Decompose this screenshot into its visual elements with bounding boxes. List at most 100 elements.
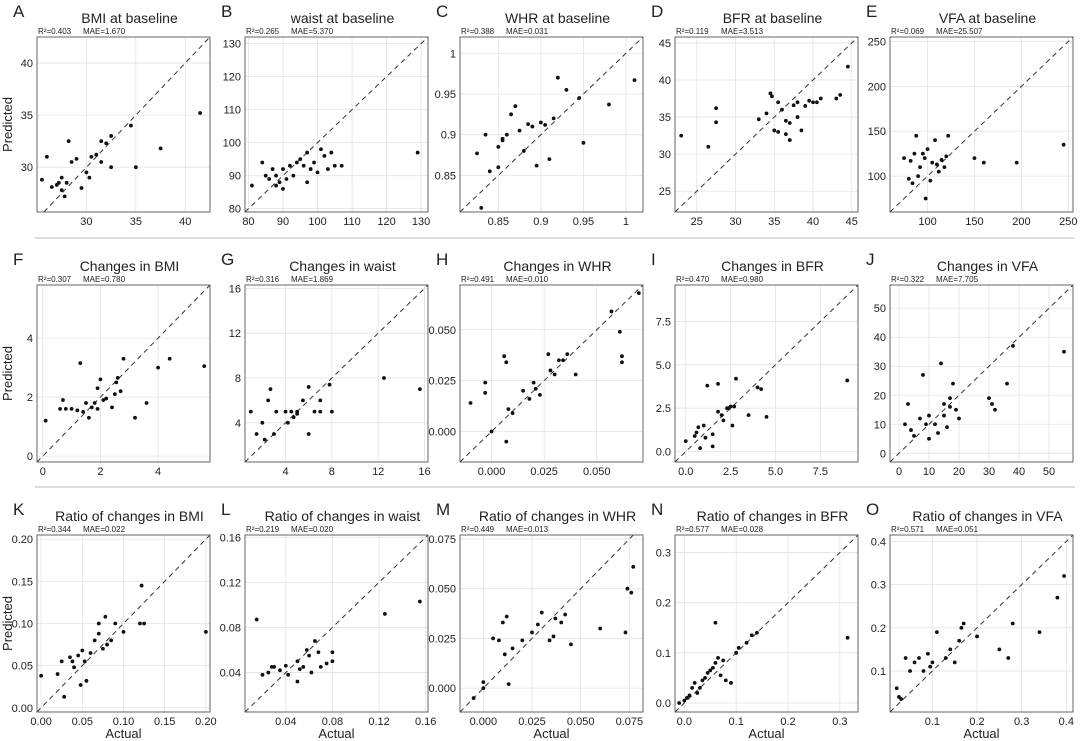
chart-f-point-11 — [92, 401, 97, 405]
chart-n-point-10 — [705, 670, 710, 675]
chart-f-point-14 — [98, 377, 103, 382]
chart-e-point-9 — [922, 156, 927, 161]
chart-k-point-17 — [103, 614, 108, 619]
chart-i-mae-stat: MAE=0.980 — [721, 275, 764, 284]
chart-d-point-17 — [795, 100, 800, 105]
chart-o-point-21 — [1010, 621, 1015, 626]
chart-e-point-6 — [916, 174, 921, 179]
chart-h-point-22 — [617, 329, 622, 334]
chart-e-point-8 — [920, 151, 925, 156]
chart-a-point-9 — [69, 160, 74, 164]
chart-j-xtick-label-1: 10 — [923, 466, 935, 478]
chart-h-point-5 — [504, 360, 509, 365]
chart-c-point-14 — [530, 124, 535, 129]
chart-g-point-20 — [327, 382, 332, 387]
chart-o-xtick-label-3: 0.4 — [1059, 716, 1074, 728]
chart-d-xtick-label-2: 35 — [768, 216, 780, 228]
chart-l-title: Ratio of changes in waist — [265, 508, 421, 524]
chart-k-point-16 — [101, 646, 105, 651]
chart-e-xtick-label-1: 150 — [965, 216, 983, 228]
chart-n-point-22 — [749, 633, 754, 638]
chart-n-point-2 — [685, 696, 689, 700]
chart-j-point-5 — [921, 373, 925, 377]
chart-a-point-20 — [109, 134, 114, 138]
chart-d-point-0 — [679, 133, 684, 138]
chart-g-xtick-label-2: 12 — [372, 466, 384, 478]
chart-k-point-23 — [139, 583, 144, 588]
chart-o-ytick-label-0: 0.1 — [871, 666, 886, 678]
chart-e-point-4 — [912, 151, 917, 156]
chart-d-point-23 — [815, 100, 819, 105]
chart-f-panel-letter: F — [13, 250, 23, 269]
chart-j-point-0 — [903, 422, 907, 427]
chart-c-identity-line — [459, 36, 644, 213]
chart-d-point-12 — [783, 118, 788, 123]
chart-k-point-6 — [72, 665, 76, 670]
chart-k-point-15 — [96, 621, 101, 626]
chart-k-xlabel: Actual — [105, 726, 141, 741]
chart-m-point-6 — [502, 652, 507, 657]
chart-d-ytick-label-1: 30 — [659, 149, 671, 161]
chart-e-point-5 — [914, 133, 919, 138]
chart-e-point-1 — [906, 176, 911, 181]
chart-n-ytick-label-3: 0.3 — [656, 548, 671, 560]
chart-a-point-22 — [129, 123, 133, 128]
chart-l-point-9 — [295, 679, 300, 684]
chart-f-mae-stat: MAE=0.780 — [83, 275, 126, 284]
chart-l-point-16 — [316, 650, 321, 655]
chart-g-point-3 — [262, 437, 267, 442]
chart-o-xtick-label-2: 0.3 — [1014, 716, 1029, 728]
chart-o-mae-stat: MAE=0.051 — [936, 525, 979, 534]
chart-m-point-18 — [563, 612, 568, 617]
chart-g-point-2 — [260, 420, 265, 425]
chart-j-point-7 — [927, 413, 931, 418]
chart-n-point-7 — [697, 686, 702, 690]
chart-k-mae-stat: MAE=0.022 — [83, 525, 126, 534]
chart-f-point-15 — [101, 398, 106, 402]
chart-b-point-7 — [277, 180, 282, 185]
chart-l-point-12 — [304, 648, 309, 652]
chart-d-point-22 — [811, 100, 815, 105]
chart-e-point-24 — [1061, 142, 1066, 147]
chart-m-identity-line — [459, 534, 634, 713]
chart-k-ytick-label-3: 0.15 — [12, 576, 33, 588]
chart-m-ytick-label-3: 0.075 — [428, 534, 456, 546]
chart-n-xtick-label-1: 0.1 — [729, 716, 744, 728]
chart-o-point-10 — [930, 660, 935, 665]
chart-n-title: Ratio of changes in BFR — [697, 508, 849, 524]
chart-j-point-1 — [906, 402, 910, 406]
chart-d-plot-frame — [674, 36, 859, 213]
chart-j-point-8 — [927, 436, 931, 441]
chart-k-xtick-label-1: 0.05 — [72, 716, 93, 728]
chart-j-title: Changes in VFA — [937, 258, 1039, 274]
chart-n-point-8 — [700, 678, 705, 683]
chart-k-point-10 — [82, 659, 87, 664]
chart-l-point-20 — [330, 650, 335, 655]
chart-o-point-20 — [1006, 656, 1011, 660]
chart-b-identity-line — [244, 36, 429, 213]
chart-e-plot-frame — [889, 36, 1074, 213]
chart-d-point-1 — [706, 144, 711, 149]
chart-m-point-16 — [553, 616, 558, 621]
chart-h-ytick-label-0: 0.000 — [428, 426, 456, 438]
chart-d-point-25 — [834, 96, 839, 101]
chart-b-point-9 — [281, 186, 285, 191]
chart-m-point-4 — [497, 638, 501, 643]
chart-h-point-10 — [527, 397, 532, 401]
chart-o-xlabel: Actual — [963, 726, 999, 741]
chart-d-point-14 — [787, 138, 792, 142]
chart-o-point-8 — [926, 651, 930, 656]
chart-m-point-9 — [510, 646, 515, 651]
chart-g-point-1 — [254, 432, 259, 436]
chart-g-point-8 — [283, 409, 288, 414]
chart-d-point-16 — [791, 103, 796, 108]
chart-n-point-25 — [845, 635, 850, 640]
chart-o-point-7 — [921, 669, 926, 673]
chart-b-point-3 — [267, 177, 272, 181]
chart-g-xtick-label-1: 8 — [329, 466, 335, 478]
chart-g-point-9 — [285, 420, 290, 425]
chart-d-point-13 — [783, 132, 788, 137]
chart-e-point-7 — [918, 165, 922, 170]
chart-i-point-4 — [698, 446, 703, 451]
chart-f-point-23 — [133, 415, 137, 420]
